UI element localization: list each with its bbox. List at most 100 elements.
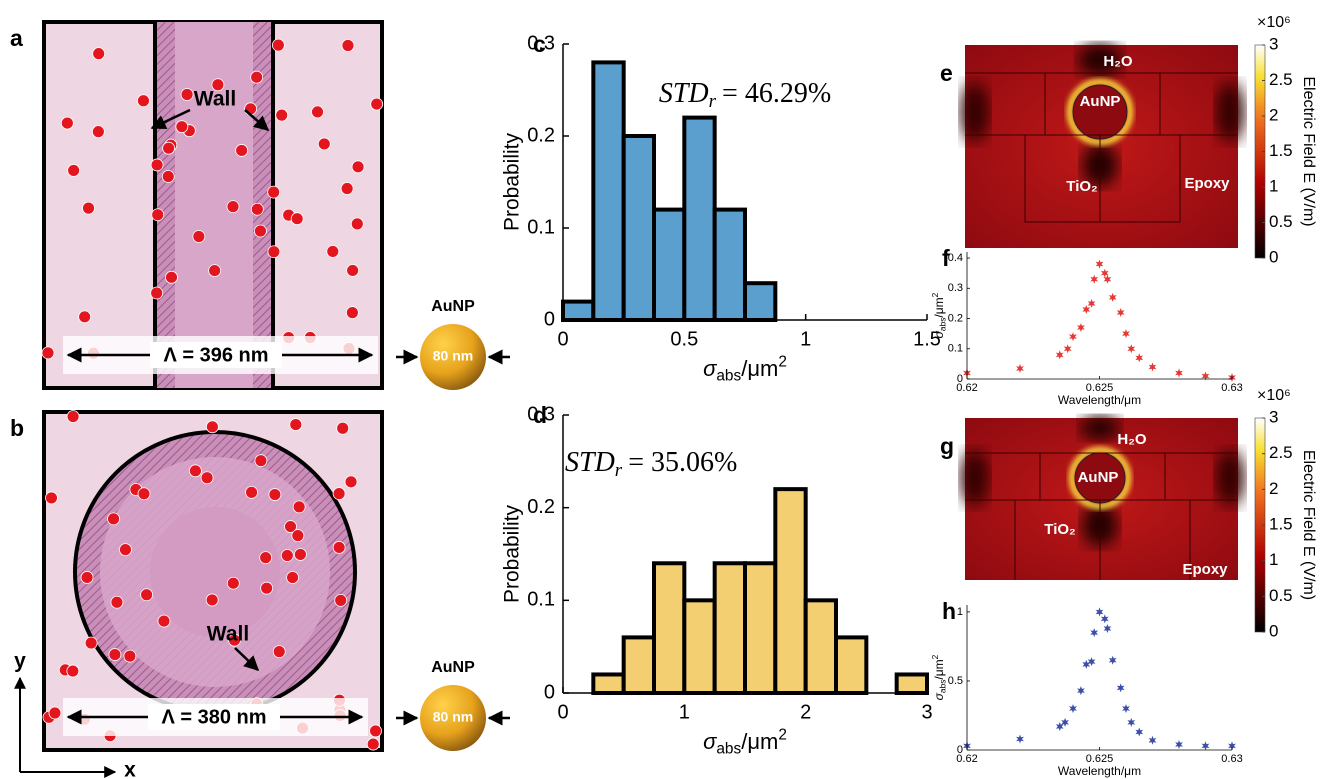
field-lobe xyxy=(961,82,989,142)
data-point xyxy=(1088,657,1096,666)
axis-label: y xyxy=(14,650,26,673)
y-tick-label: 0 xyxy=(544,681,555,703)
particle xyxy=(93,48,105,60)
x-tick-label: 0 xyxy=(557,701,568,723)
data-point xyxy=(1135,353,1143,362)
region-label: AuNP xyxy=(1078,469,1119,486)
particle xyxy=(227,577,239,589)
field-lobe xyxy=(961,450,989,506)
figure: Wall Λ = 396 nm a AuNP 80 nm Wall Λ = 38… xyxy=(0,0,1320,779)
x-tick-label: 1 xyxy=(679,701,690,723)
bar xyxy=(715,210,745,320)
size-label: 80 nm xyxy=(433,709,473,725)
particle xyxy=(108,513,120,525)
x-axis-label: Wavelength/μm xyxy=(1058,393,1141,407)
particle xyxy=(347,264,359,276)
particle xyxy=(189,465,201,477)
particle xyxy=(152,209,164,221)
bar xyxy=(684,600,714,693)
label-sup: 2 xyxy=(930,654,940,659)
panel-label: h xyxy=(942,598,956,624)
period-label: Λ = 380 nm xyxy=(161,706,266,728)
particle xyxy=(61,117,73,129)
y-tick-label: 0.3 xyxy=(948,282,963,294)
panel-label: g xyxy=(940,433,954,459)
particle xyxy=(67,665,79,677)
field-lobe xyxy=(1216,450,1244,506)
colorbar-tick-label: 3 xyxy=(1269,407,1278,426)
bar xyxy=(806,600,836,693)
wall-label: Wall xyxy=(194,88,236,111)
wall-label: Wall xyxy=(207,623,249,646)
x-tick-label: 3 xyxy=(921,701,932,723)
region-label: TiO₂ xyxy=(1044,521,1075,538)
region-label: TiO₂ xyxy=(1066,178,1097,195)
particle xyxy=(162,171,174,183)
label-sub: abs xyxy=(716,368,741,385)
annotation-sub: r xyxy=(709,91,717,112)
data-point xyxy=(1127,718,1135,727)
colorbar-tick-label: 1.5 xyxy=(1269,141,1293,160)
region-label: H₂O xyxy=(1117,431,1146,448)
label-sub: abs xyxy=(938,318,948,332)
annotation-base: STD xyxy=(659,78,709,109)
data-point xyxy=(1069,332,1077,341)
annotation: STDr= 46.29% xyxy=(659,78,831,112)
colorbar-tick-label: 2 xyxy=(1269,479,1278,498)
data-point xyxy=(1088,299,1096,308)
particle xyxy=(341,183,353,195)
data-point xyxy=(1135,728,1143,737)
y-tick-label: 0 xyxy=(544,308,555,330)
particle xyxy=(206,594,218,606)
colorbar-tick-label: 1 xyxy=(1269,176,1278,195)
data-point xyxy=(1202,741,1210,750)
data-point xyxy=(1090,275,1098,284)
particle xyxy=(42,347,54,359)
colorbar-tick-label: 2.5 xyxy=(1269,443,1293,462)
panel-e: H₂O AuNP TiO₂ Epoxy e xyxy=(940,44,1244,248)
label-unit: /μm xyxy=(741,729,778,754)
particle xyxy=(165,271,177,283)
colorbar-multiplier: ×10⁶ xyxy=(1257,14,1291,31)
particle xyxy=(327,245,339,257)
particle xyxy=(260,552,272,564)
particle xyxy=(255,455,267,467)
particle xyxy=(318,138,330,150)
axis-label: σabs/μm2 xyxy=(703,353,787,384)
axis-label: σabs/μm2 xyxy=(930,292,948,338)
particle xyxy=(245,103,257,115)
particle xyxy=(111,596,123,608)
particle xyxy=(81,571,93,583)
particle xyxy=(151,159,163,171)
particle xyxy=(268,246,280,258)
colorbar-tick-label: 0.5 xyxy=(1269,212,1293,231)
data-point xyxy=(1016,364,1024,373)
particle xyxy=(251,71,263,83)
particle xyxy=(209,265,221,277)
x-tick-label: 2 xyxy=(800,701,811,723)
particle xyxy=(83,202,95,214)
panel-label: a xyxy=(10,25,23,51)
particle xyxy=(337,422,349,434)
region-label: H₂O xyxy=(1103,53,1132,70)
particle xyxy=(276,109,288,121)
y-tick-label: 0.3 xyxy=(527,32,555,54)
particle xyxy=(45,492,57,504)
colorbar-tick-label: 0.5 xyxy=(1269,586,1293,605)
region-label: Epoxy xyxy=(1184,175,1230,192)
particle xyxy=(67,411,79,423)
data-point xyxy=(1122,329,1130,338)
particle xyxy=(335,594,347,606)
particle xyxy=(49,707,61,719)
particle xyxy=(294,548,306,560)
particle xyxy=(163,142,175,154)
data-point xyxy=(1082,660,1090,669)
x-tick-label: 0.63 xyxy=(1221,382,1242,394)
particle xyxy=(290,419,302,431)
particle xyxy=(124,650,136,662)
pillar xyxy=(175,22,253,388)
data-point xyxy=(1096,607,1104,616)
particle-label: AuNP xyxy=(431,659,475,676)
data-point xyxy=(1077,323,1085,332)
particle xyxy=(333,488,345,500)
